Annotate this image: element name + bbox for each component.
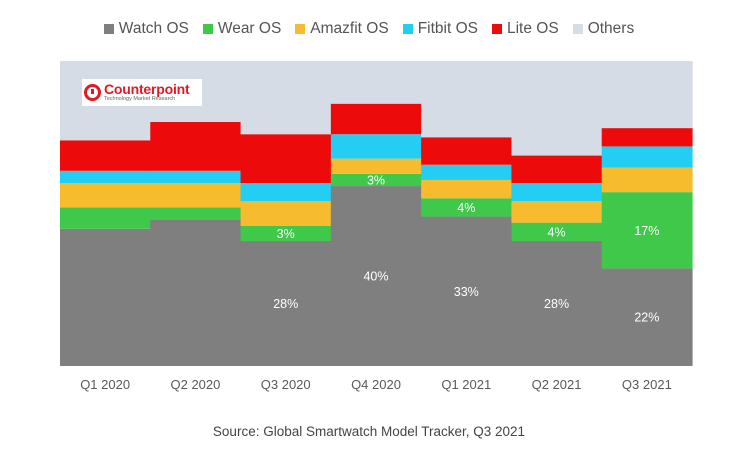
logo-name: Counterpoint xyxy=(104,81,190,98)
data-label-wear-os-q1-2021: 4% xyxy=(457,201,475,215)
bar-lite-os-q2-2020 xyxy=(150,122,242,171)
bar-watch-os-q2-2021 xyxy=(511,240,603,366)
bar-fitbit-os-q1-2021 xyxy=(421,164,513,180)
bar-lite-os-q1-2021 xyxy=(421,137,513,165)
bar-fitbit-os-q3-2020 xyxy=(240,183,332,202)
bar-amazfit-os-q2-2020 xyxy=(150,183,242,208)
legend-label-others: Others xyxy=(587,20,635,37)
data-label-watch-os-q3-2020: 28% xyxy=(273,297,298,311)
logo-tagline: Technology Market Research xyxy=(104,96,176,103)
bar-wear-os-q1-2021 xyxy=(421,198,513,217)
bar-watch-os-q4-2020 xyxy=(330,186,422,366)
data-label-wear-os-q4-2020: 3% xyxy=(367,173,385,187)
bar-wear-os-q3-2020 xyxy=(240,225,332,241)
legend-label-amazfit-os: Amazfit OS xyxy=(310,20,389,37)
bar-fitbit-os-q4-2020 xyxy=(330,134,422,159)
data-label-watch-os-q1-2021: 33% xyxy=(454,285,479,299)
bar-amazfit-os-q1-2021 xyxy=(421,179,513,199)
legend-item-watch-os: Watch OS xyxy=(103,20,189,38)
legend-item-fitbit-os: Fitbit OS xyxy=(402,20,478,38)
chart-legend: Watch OS Wear OS Amazfit OS Fitbit OS Lite O… xyxy=(0,17,738,41)
data-label-wear-os-q3-2021: 17% xyxy=(634,224,659,238)
x-tick-label-q2-2020: Q2 2020 xyxy=(170,377,220,392)
bar-lite-os-q4-2020 xyxy=(330,103,422,135)
x-tick-label-q3-2020: Q3 2020 xyxy=(261,377,311,392)
bar-lite-os-q3-2020 xyxy=(240,134,332,183)
legend-item-lite-os: Lite OS xyxy=(491,20,559,38)
data-label-wear-os-q3-2020: 3% xyxy=(277,227,295,241)
bar-others-q3-2020 xyxy=(240,61,332,135)
bar-wear-os-q1-2020 xyxy=(60,207,151,229)
legend-swatch-fitbit-os xyxy=(402,24,413,34)
x-tick-label-q3-2021: Q3 2021 xyxy=(622,377,672,392)
bar-lite-os-q3-2021 xyxy=(601,128,693,147)
bar-others-q4-2020 xyxy=(330,61,422,104)
bar-fitbit-os-q1-2020 xyxy=(60,170,151,183)
bar-others-q3-2021 xyxy=(601,61,693,129)
chart-source: Source: Global Smartwatch Model Tracker,… xyxy=(212,424,526,439)
bar-watch-os-q1-2021 xyxy=(421,216,513,366)
bar-others-q2-2021 xyxy=(511,61,603,156)
counterpoint-logo: Counterpoint Technology Market Research xyxy=(82,79,202,106)
bar-lite-os-q2-2021 xyxy=(511,155,603,183)
legend-label-wear-os: Wear OS xyxy=(217,20,282,37)
x-tick-label-q2-2021: Q2 2021 xyxy=(532,377,582,392)
legend-swatch-others xyxy=(572,24,583,34)
bar-wear-os-q3-2021 xyxy=(601,192,693,269)
legend-swatch-watch-os xyxy=(103,24,114,34)
bar-watch-os-q3-2020 xyxy=(240,240,332,366)
legend-label-watch-os: Watch OS xyxy=(118,20,189,37)
data-label-watch-os-q3-2021: 22% xyxy=(634,311,659,325)
x-tick-label-q1-2021: Q1 2021 xyxy=(441,377,491,392)
legend-item-others: Others xyxy=(572,20,635,38)
legend-label-fitbit-os: Fitbit OS xyxy=(417,20,478,37)
legend-label-lite-os: Lite OS xyxy=(506,20,559,37)
bar-wear-os-q2-2021 xyxy=(511,222,603,241)
legend-item-amazfit-os: Amazfit OS xyxy=(295,20,389,38)
bar-amazfit-os-q1-2020 xyxy=(60,183,151,208)
legend-swatch-lite-os xyxy=(491,24,502,34)
bar-fitbit-os-q2-2021 xyxy=(511,183,603,202)
bar-lite-os-q1-2020 xyxy=(60,140,151,171)
bar-fitbit-os-q3-2021 xyxy=(601,146,693,168)
bar-amazfit-os-q2-2021 xyxy=(511,201,603,223)
counterpoint-logo-icon xyxy=(84,84,101,101)
x-tick-label-q1-2020: Q1 2020 xyxy=(80,377,130,392)
bar-wear-os-q4-2020 xyxy=(330,173,422,187)
legend-item-wear-os: Wear OS xyxy=(202,20,282,38)
data-label-watch-os-q4-2020: 40% xyxy=(363,270,388,284)
bar-others-q1-2021 xyxy=(421,61,513,138)
bar-amazfit-os-q3-2020 xyxy=(240,201,332,226)
bar-amazfit-os-q4-2020 xyxy=(330,158,422,174)
data-label-wear-os-q2-2021: 4% xyxy=(548,225,566,239)
bar-watch-os-q2-2020 xyxy=(150,219,242,366)
legend-swatch-amazfit-os xyxy=(295,24,306,34)
bar-watch-os-q1-2020 xyxy=(60,228,151,366)
legend-swatch-wear-os xyxy=(202,24,213,34)
data-label-watch-os-q2-2021: 28% xyxy=(544,297,569,311)
x-tick-label-q4-2020: Q4 2020 xyxy=(351,377,401,392)
bar-fitbit-os-q2-2020 xyxy=(150,170,242,183)
bar-wear-os-q2-2020 xyxy=(150,207,242,220)
bar-amazfit-os-q3-2021 xyxy=(601,167,693,193)
bar-watch-os-q3-2021 xyxy=(601,268,693,366)
